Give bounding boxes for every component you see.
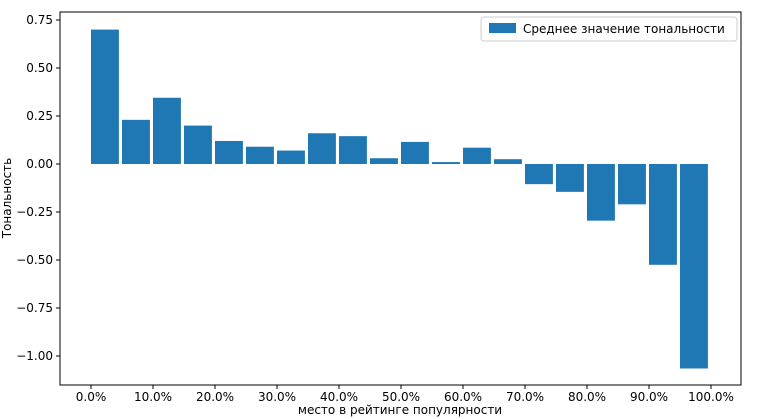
y-axis-ticks: 0.75 0.50 0.25 0.00 −0.25 −0.50 −0.75 −1.00 [16,13,60,363]
bar-13 [494,159,522,164]
y-tick-label: 0.50 [26,61,53,75]
x-axis-ticks: 0.0% 10.0% 20.0% 30.0% 40.0% 50.0% 60.0% 70.0% 8… [76,385,734,404]
x-tick-label: 60.0% [444,390,482,404]
bar-8 [339,136,367,164]
bar-16 [587,164,615,221]
x-tick-label: 40.0% [320,390,358,404]
bar-6 [277,150,305,164]
bar-18 [649,164,677,265]
legend-box [480,16,738,42]
bars-layer [91,29,708,369]
bar-1 [122,119,150,164]
x-tick-label: 30.0% [258,390,296,404]
bar-2 [153,97,181,164]
x-tick-label: 0.0% [76,390,107,404]
x-tick-label: 90.0% [630,390,668,404]
bar-19 [680,164,708,369]
bar-14 [525,164,553,185]
y-tick-label: −1.00 [16,349,53,363]
bar-9 [370,158,398,164]
x-tick-label: 50.0% [382,390,420,404]
x-tick-label: 10.0% [134,390,172,404]
bar-4 [215,140,243,164]
y-tick-label: 0.25 [26,109,53,123]
y-tick-label: 0.00 [26,157,53,171]
y-tick-label: 0.75 [26,13,53,27]
legend-swatch [489,23,516,33]
bar-11 [432,162,460,164]
bar-15 [556,164,584,192]
legend: Среднее значение тональности [480,16,738,42]
bar-12 [463,147,491,164]
bar-5 [246,146,274,164]
bar-0 [91,29,119,164]
bar-7 [308,133,336,164]
bar-3 [184,125,212,164]
x-tick-label: 100.0% [688,390,734,404]
legend-label: Среднее значение тональности [523,22,725,36]
x-tick-label: 70.0% [506,390,544,404]
x-tick-label: 80.0% [568,390,606,404]
y-axis-label: Тональность [0,158,14,239]
bar-10 [401,141,429,164]
x-axis-label: место в рейтинге популярности [298,403,502,417]
bar-17 [618,164,646,205]
y-tick-label: −0.50 [16,253,53,267]
y-tick-label: −0.25 [16,205,53,219]
y-tick-label: −0.75 [16,301,53,315]
x-tick-label: 20.0% [196,390,234,404]
